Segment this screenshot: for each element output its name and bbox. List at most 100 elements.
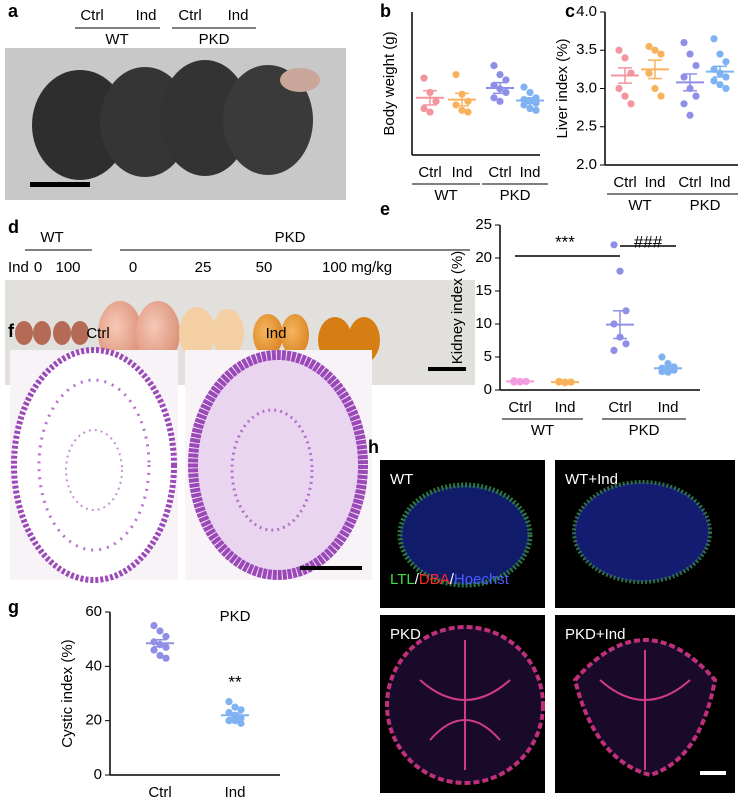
data-point bbox=[150, 646, 158, 654]
group-label: WT bbox=[434, 187, 457, 204]
data-point bbox=[722, 84, 730, 93]
separator: / bbox=[415, 571, 420, 588]
panel-letter: g bbox=[8, 597, 19, 617]
data-point bbox=[716, 81, 724, 89]
annotation: ** bbox=[228, 672, 242, 691]
data-point bbox=[496, 97, 504, 105]
dose-label: 0 bbox=[129, 259, 137, 276]
data-point bbox=[651, 84, 659, 93]
y-axis-label: Body weight (g) bbox=[381, 31, 398, 135]
annotation: *** bbox=[555, 232, 575, 251]
condition-label: Ctrl bbox=[80, 7, 103, 24]
data-point bbox=[150, 621, 158, 630]
dose-label: 25 bbox=[195, 259, 212, 276]
group-label: PKD bbox=[690, 197, 721, 214]
chart-title: PKD bbox=[220, 608, 251, 625]
y-tick-label: 3.5 bbox=[576, 41, 597, 58]
condition-label: Ind bbox=[228, 7, 249, 24]
data-point bbox=[420, 74, 428, 82]
y-tick-label: 10 bbox=[475, 315, 492, 332]
dose-label: 100 bbox=[55, 259, 80, 276]
data-point bbox=[680, 39, 688, 47]
data-point bbox=[490, 62, 498, 70]
stain-legend: LTL/DBA/Hoechst bbox=[390, 571, 510, 588]
data-point bbox=[231, 717, 239, 725]
stain: LTL bbox=[390, 571, 415, 588]
image-label: WT+Ind bbox=[565, 471, 618, 488]
data-point bbox=[520, 83, 528, 91]
group-label: PKD bbox=[275, 229, 306, 246]
y-tick-label: 2.5 bbox=[576, 118, 597, 135]
condition-label: Ind bbox=[136, 7, 157, 24]
data-point bbox=[496, 70, 504, 79]
data-point bbox=[692, 61, 700, 70]
data-point bbox=[162, 654, 170, 662]
data-point bbox=[686, 111, 694, 119]
histology-images bbox=[10, 347, 372, 583]
data-point bbox=[658, 353, 666, 361]
panel-letter: f bbox=[8, 321, 15, 341]
x-tick-label: Ctrl bbox=[613, 174, 636, 191]
dose-label: 100 mg/kg bbox=[322, 259, 392, 276]
data-point bbox=[621, 54, 629, 62]
data-point bbox=[680, 100, 688, 108]
group-label: WT bbox=[105, 31, 128, 48]
data-point bbox=[237, 706, 245, 714]
data-point bbox=[452, 70, 460, 79]
data-point bbox=[645, 42, 653, 51]
data-point bbox=[502, 76, 510, 84]
data-point bbox=[622, 340, 630, 348]
data-point bbox=[645, 69, 653, 77]
data-point bbox=[156, 627, 164, 635]
panel-letter: h bbox=[368, 437, 379, 457]
fluorescence-images bbox=[380, 460, 735, 793]
y-tick-label: 5 bbox=[484, 348, 492, 365]
group-label: WT bbox=[531, 422, 554, 439]
x-tick-label: Ctrl bbox=[148, 784, 171, 800]
x-tick-label: Ctrl bbox=[678, 174, 701, 191]
data-point bbox=[722, 58, 730, 66]
data-point bbox=[526, 88, 534, 97]
data-point bbox=[162, 632, 170, 641]
data-point bbox=[532, 106, 540, 114]
data-point bbox=[464, 108, 472, 116]
data-point bbox=[692, 92, 700, 100]
data-point bbox=[432, 97, 440, 105]
y-axis-label: Liver index (%) bbox=[554, 38, 571, 138]
data-point bbox=[651, 46, 659, 54]
data-point bbox=[156, 651, 164, 660]
y-tick-label: 3.0 bbox=[576, 79, 597, 96]
stain: Hoechst bbox=[454, 571, 510, 588]
data-point bbox=[610, 346, 618, 354]
x-tick-label: Ctrl bbox=[608, 399, 631, 416]
dose-label: 0 bbox=[34, 259, 42, 276]
data-point bbox=[621, 92, 629, 100]
group-label: WT bbox=[40, 229, 63, 246]
y-tick-label: 25 bbox=[475, 216, 492, 233]
image-label: PKD bbox=[390, 626, 421, 643]
panel-letter: b bbox=[380, 1, 391, 21]
y-axis-label: Cystic index (%) bbox=[59, 639, 76, 747]
data-point bbox=[502, 88, 510, 97]
x-tick-label: Ind bbox=[645, 174, 666, 191]
y-tick-label: 15 bbox=[475, 282, 492, 299]
image-label: Ctrl bbox=[86, 325, 109, 342]
group-label: PKD bbox=[500, 187, 531, 204]
data-point bbox=[231, 703, 239, 711]
y-tick-label: 60 bbox=[85, 603, 102, 620]
condition-label: Ctrl bbox=[178, 7, 201, 24]
data-point bbox=[458, 106, 466, 114]
x-tick-label: Ind bbox=[710, 174, 731, 191]
data-point bbox=[526, 104, 534, 113]
dose-label: 50 bbox=[256, 259, 273, 276]
data-point bbox=[710, 35, 718, 43]
group-label: PKD bbox=[199, 31, 230, 48]
x-tick-label: Ind bbox=[452, 164, 473, 181]
y-tick-label: 40 bbox=[85, 657, 102, 674]
data-point bbox=[686, 50, 694, 58]
data-point bbox=[627, 100, 635, 108]
data-point bbox=[710, 77, 718, 85]
separator: / bbox=[450, 571, 455, 588]
data-point bbox=[420, 104, 428, 113]
